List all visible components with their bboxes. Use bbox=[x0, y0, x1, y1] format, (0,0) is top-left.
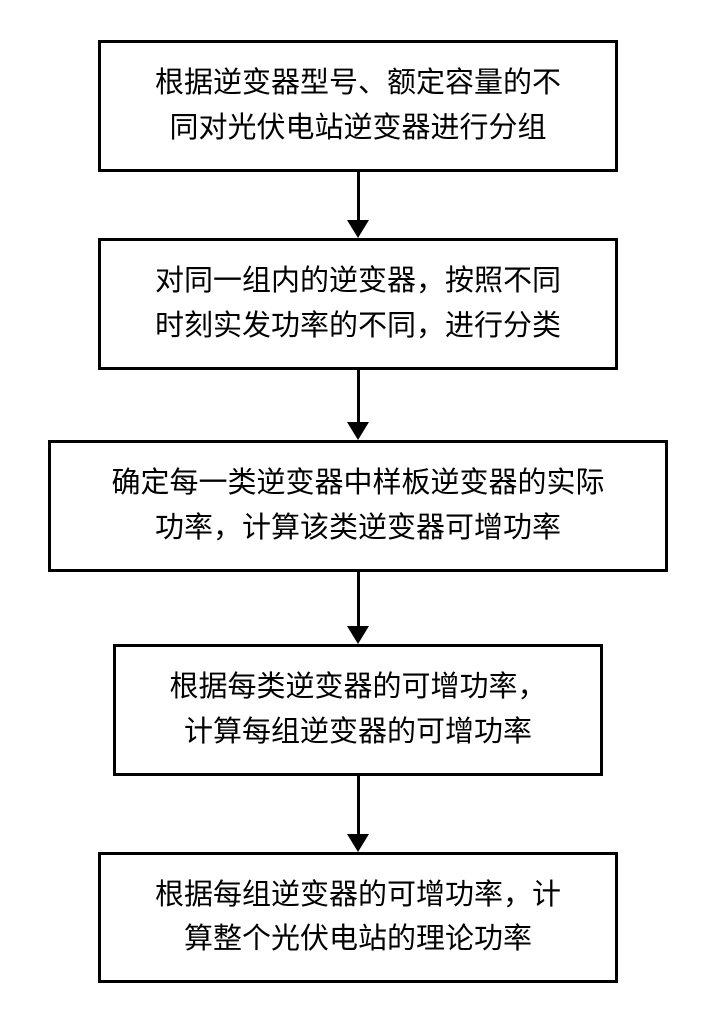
node-line1: 根据每类逆变器的可增功率， bbox=[169, 671, 546, 703]
node-line2: 同对光伏电站逆变器进行分组 bbox=[169, 112, 546, 144]
flow-node-step4: 根据每类逆变器的可增功率， 计算每组逆变器的可增功率 bbox=[113, 644, 603, 776]
arrow-head bbox=[347, 220, 369, 238]
arrow-icon bbox=[347, 776, 369, 852]
node-line1: 确定每一类逆变器中样板逆变器的实际 bbox=[111, 467, 604, 499]
node-line2: 算整个光伏电站的理论功率 bbox=[184, 923, 532, 955]
arrow-icon bbox=[347, 572, 369, 644]
arrow-line bbox=[357, 776, 360, 834]
node-line2: 功率，计算该类逆变器可增功率 bbox=[155, 512, 561, 544]
node-line1: 根据逆变器型号、额定容量的不 bbox=[155, 67, 561, 99]
arrow-line bbox=[357, 572, 360, 626]
arrow-head bbox=[347, 834, 369, 852]
arrow-head bbox=[347, 626, 369, 644]
node-line2: 计算每组逆变器的可增功率 bbox=[184, 716, 532, 748]
flow-node-step3: 确定每一类逆变器中样板逆变器的实际 功率，计算该类逆变器可增功率 bbox=[48, 440, 668, 572]
arrow-head bbox=[347, 422, 369, 440]
node-line2: 时刻实发功率的不同，进行分类 bbox=[155, 310, 561, 342]
node-line1: 对同一组内的逆变器，按照不同 bbox=[155, 265, 561, 297]
flow-node-step1: 根据逆变器型号、额定容量的不 同对光伏电站逆变器进行分组 bbox=[98, 40, 618, 172]
arrow-line bbox=[357, 172, 360, 220]
node-line1: 根据每组逆变器的可增功率，计 bbox=[155, 879, 561, 911]
arrow-line bbox=[357, 370, 360, 422]
flow-node-step2: 对同一组内的逆变器，按照不同 时刻实发功率的不同，进行分类 bbox=[98, 238, 618, 370]
arrow-icon bbox=[347, 370, 369, 440]
flowchart-container: 根据逆变器型号、额定容量的不 同对光伏电站逆变器进行分组 对同一组内的逆变器，按… bbox=[0, 0, 716, 1023]
arrow-icon bbox=[347, 172, 369, 238]
flow-node-step5: 根据每组逆变器的可增功率，计 算整个光伏电站的理论功率 bbox=[98, 852, 618, 984]
